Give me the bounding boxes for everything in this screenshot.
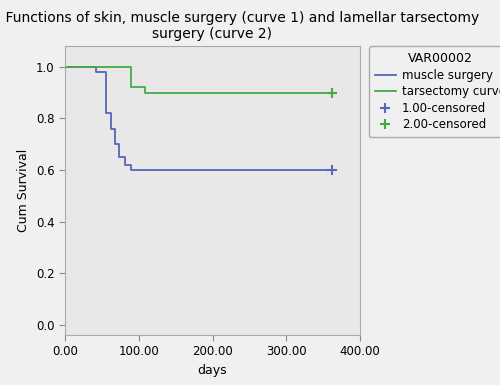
X-axis label: days: days xyxy=(198,364,228,377)
Legend: muscle surgery, tarsectomy curve, 1.00-censored, 2.00-censored: muscle surgery, tarsectomy curve, 1.00-c… xyxy=(369,46,500,137)
Y-axis label: Cum Survival: Cum Survival xyxy=(18,149,30,232)
Title: Survival Functions of skin, muscle surgery (curve 1) and lamellar tarsectomy
sur: Survival Functions of skin, muscle surge… xyxy=(0,11,480,41)
